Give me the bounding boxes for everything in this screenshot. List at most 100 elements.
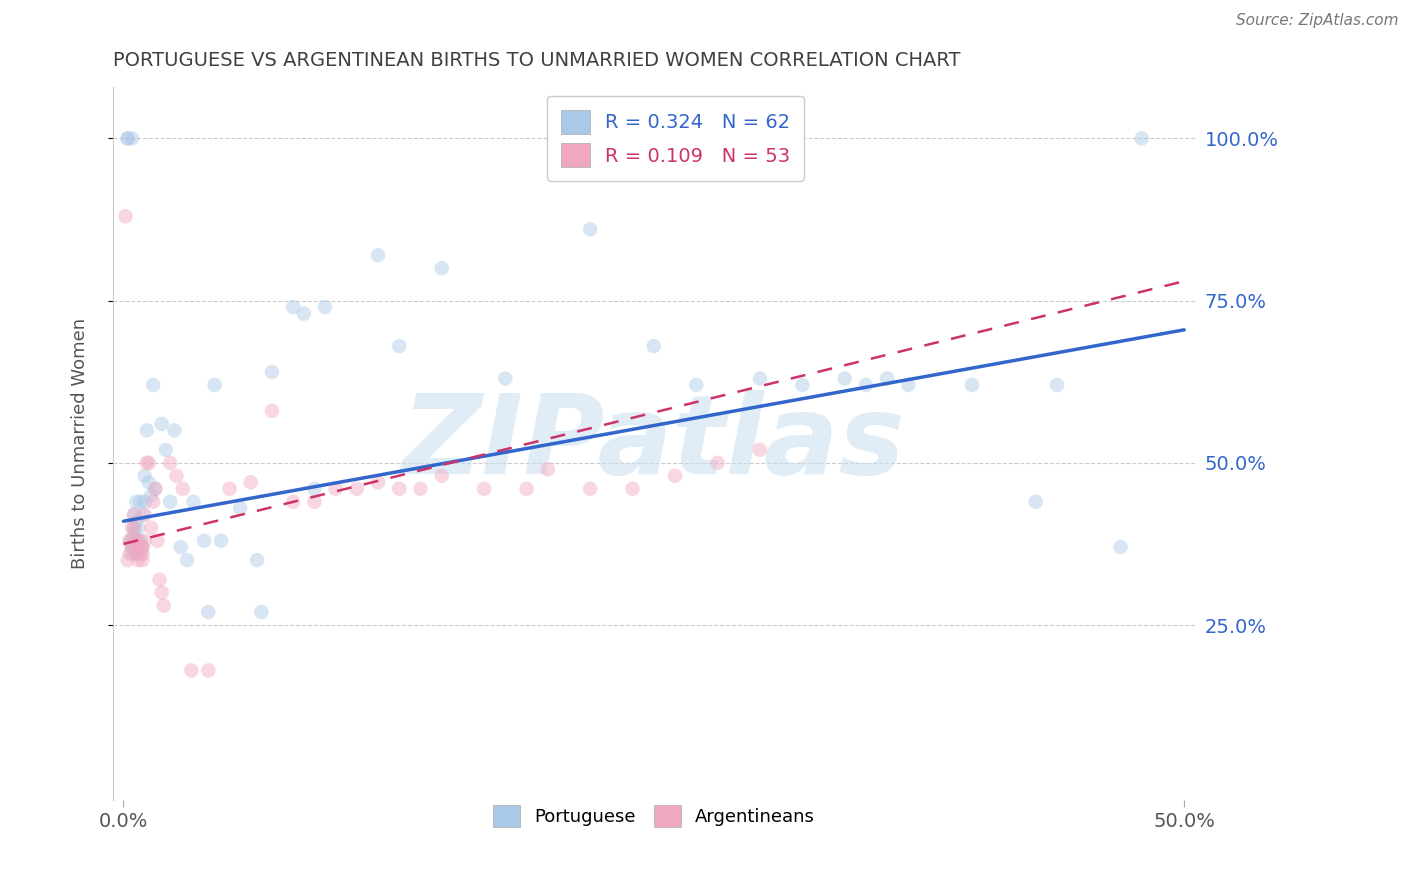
Point bbox=[139, 488, 162, 502]
Y-axis label: Births to Unmarried Women: Births to Unmarried Women bbox=[72, 318, 89, 569]
Point bbox=[283, 300, 305, 314]
Point bbox=[150, 585, 173, 599]
Point bbox=[148, 573, 170, 587]
Point bbox=[121, 131, 143, 145]
Point bbox=[1025, 495, 1047, 509]
Point bbox=[118, 547, 141, 561]
Point bbox=[125, 547, 148, 561]
Text: ZIPatlas: ZIPatlas bbox=[402, 390, 905, 497]
Point bbox=[134, 468, 156, 483]
Point bbox=[579, 222, 602, 236]
Point bbox=[129, 495, 152, 509]
Point bbox=[138, 475, 160, 490]
Point bbox=[621, 482, 644, 496]
Point bbox=[129, 540, 152, 554]
Point bbox=[834, 371, 856, 385]
Point bbox=[283, 495, 305, 509]
Point bbox=[367, 248, 389, 262]
Point bbox=[121, 547, 143, 561]
Point bbox=[125, 533, 148, 548]
Point bbox=[135, 423, 157, 437]
Point bbox=[472, 482, 495, 496]
Point bbox=[183, 495, 205, 509]
Point bbox=[121, 540, 143, 554]
Point bbox=[129, 533, 152, 548]
Point bbox=[143, 482, 166, 496]
Point bbox=[114, 209, 136, 223]
Point bbox=[118, 533, 141, 548]
Point bbox=[367, 475, 389, 490]
Point bbox=[150, 417, 173, 431]
Point bbox=[121, 533, 143, 548]
Point bbox=[118, 533, 141, 548]
Point bbox=[1109, 540, 1132, 554]
Point bbox=[960, 378, 983, 392]
Point bbox=[515, 482, 537, 496]
Point bbox=[125, 514, 148, 528]
Point bbox=[218, 482, 240, 496]
Point bbox=[176, 553, 198, 567]
Point bbox=[131, 540, 153, 554]
Point bbox=[430, 468, 453, 483]
Point bbox=[260, 365, 283, 379]
Point bbox=[131, 553, 153, 567]
Point bbox=[146, 533, 169, 548]
Point bbox=[748, 371, 770, 385]
Point bbox=[127, 533, 149, 548]
Point bbox=[325, 482, 347, 496]
Point bbox=[748, 442, 770, 457]
Point bbox=[134, 495, 156, 509]
Point bbox=[122, 508, 145, 522]
Point bbox=[197, 664, 219, 678]
Point bbox=[792, 378, 814, 392]
Point bbox=[314, 300, 336, 314]
Point bbox=[125, 547, 148, 561]
Point bbox=[121, 540, 143, 554]
Point bbox=[193, 533, 215, 548]
Point bbox=[494, 371, 516, 385]
Point bbox=[134, 508, 156, 522]
Point bbox=[409, 482, 432, 496]
Point bbox=[229, 501, 252, 516]
Text: Source: ZipAtlas.com: Source: ZipAtlas.com bbox=[1236, 13, 1399, 29]
Point bbox=[127, 553, 149, 567]
Point bbox=[131, 540, 153, 554]
Point bbox=[664, 468, 686, 483]
Point bbox=[122, 521, 145, 535]
Point bbox=[172, 482, 194, 496]
Point bbox=[643, 339, 665, 353]
Point bbox=[239, 475, 262, 490]
Point bbox=[304, 495, 326, 509]
Point bbox=[159, 495, 181, 509]
Point bbox=[139, 521, 162, 535]
Point bbox=[138, 456, 160, 470]
Point bbox=[250, 605, 273, 619]
Point bbox=[685, 378, 707, 392]
Point bbox=[209, 533, 232, 548]
Point bbox=[122, 508, 145, 522]
Point bbox=[897, 378, 920, 392]
Point bbox=[430, 261, 453, 276]
Point bbox=[152, 599, 174, 613]
Point bbox=[142, 495, 165, 509]
Point bbox=[117, 553, 139, 567]
Point bbox=[1046, 378, 1069, 392]
Point bbox=[706, 456, 728, 470]
Point bbox=[166, 468, 188, 483]
Point bbox=[129, 547, 152, 561]
Point bbox=[125, 533, 148, 548]
Point bbox=[388, 339, 411, 353]
Point bbox=[122, 527, 145, 541]
Point bbox=[163, 423, 186, 437]
Point bbox=[127, 521, 149, 535]
Point bbox=[142, 378, 165, 392]
Point bbox=[159, 456, 181, 470]
Point bbox=[388, 482, 411, 496]
Point bbox=[134, 533, 156, 548]
Point bbox=[117, 131, 139, 145]
Point bbox=[197, 605, 219, 619]
Point bbox=[260, 404, 283, 418]
Point bbox=[170, 540, 193, 554]
Point bbox=[537, 462, 560, 476]
Legend: Portuguese, Argentineans: Portuguese, Argentineans bbox=[485, 797, 823, 834]
